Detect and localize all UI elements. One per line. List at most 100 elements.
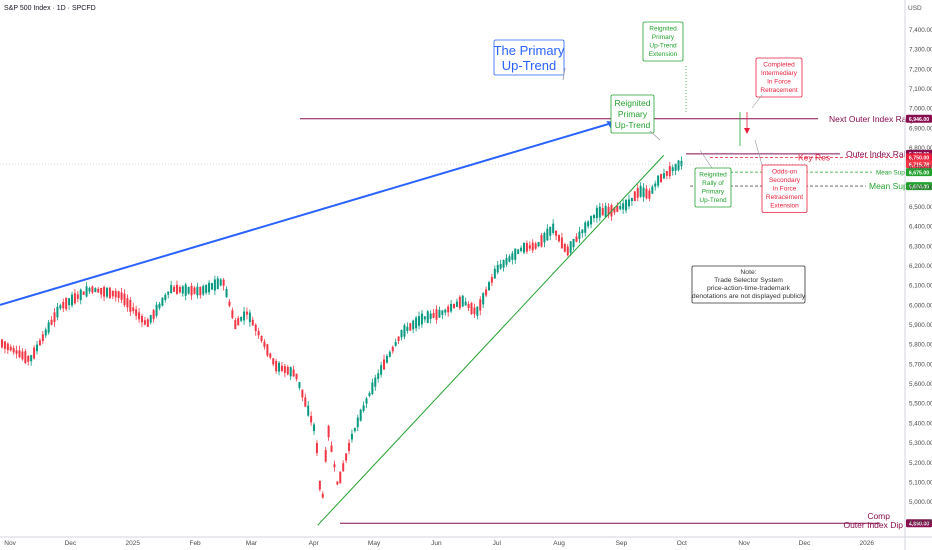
candle-body xyxy=(560,237,563,249)
candle-body xyxy=(283,366,286,373)
candle-body xyxy=(447,306,450,313)
x-tick-label: Dec xyxy=(65,540,77,547)
candle-body xyxy=(135,309,138,316)
candle-body xyxy=(595,207,598,219)
candle-body xyxy=(394,341,397,346)
price-tag[interactable] xyxy=(906,153,932,162)
candle-body xyxy=(493,268,496,279)
connector-reignited xyxy=(649,130,661,141)
candle-body xyxy=(403,325,406,337)
level-label-key-res: Key Res xyxy=(798,152,830,162)
candle-body xyxy=(237,318,240,326)
candle-body xyxy=(380,365,383,375)
candle-body xyxy=(625,199,628,211)
price-tag[interactable] xyxy=(906,160,932,169)
candle-body xyxy=(254,324,257,332)
connector-rally xyxy=(699,149,713,169)
annotation-completed-intermediary-line: Completed xyxy=(763,62,795,69)
candle-body xyxy=(173,286,176,292)
annotation-note-line: Trade Selector System xyxy=(714,277,783,284)
candle-body xyxy=(388,351,391,357)
y-tick-label: 6,600.00 xyxy=(909,184,932,191)
candle-body xyxy=(406,326,409,332)
candle-body xyxy=(3,341,6,349)
x-axis[interactable]: Nov Dec 2025 Feb Mar Apr May Jun Jul Aug Sep Oct Nov… xyxy=(0,536,932,547)
candle-body xyxy=(642,187,645,198)
candle-body xyxy=(97,288,100,293)
candle-body xyxy=(371,382,374,395)
candle-body xyxy=(103,287,106,297)
candle-body xyxy=(56,306,59,318)
candle-body xyxy=(336,481,339,485)
candle-body xyxy=(292,369,295,377)
candle-body xyxy=(543,233,546,243)
candle-body xyxy=(607,207,610,216)
level-label-mean-sup-small: Mean Sup xyxy=(876,170,905,177)
candle-body xyxy=(514,248,517,260)
y-tick-label: 6,700.00 xyxy=(909,165,932,172)
candle-body xyxy=(654,183,657,187)
annotation-odds-on-line: Retracement xyxy=(766,194,803,201)
candle-body xyxy=(630,197,633,202)
price-tag[interactable] xyxy=(906,182,932,191)
candle-body xyxy=(126,298,129,308)
candle-body xyxy=(24,351,27,363)
x-tick-label: 2025 xyxy=(125,540,140,547)
candle-body xyxy=(117,291,120,299)
candle-body xyxy=(639,185,642,197)
x-tick-label: Jul xyxy=(493,540,502,547)
price-tag-text: 6,675.00 xyxy=(909,170,929,176)
candle-body xyxy=(161,297,164,306)
candle-body xyxy=(412,320,415,330)
candle-body xyxy=(453,303,456,308)
y-tick-label: 5,300.00 xyxy=(909,440,932,447)
candle-body xyxy=(622,203,625,210)
candle-body xyxy=(348,442,351,451)
candle-body xyxy=(216,278,219,289)
price-tag[interactable] xyxy=(906,519,932,528)
annotation-reignited-rally-line: Rally of xyxy=(702,180,724,187)
candle-body xyxy=(138,312,141,320)
candle-body xyxy=(482,293,485,305)
candle-body xyxy=(590,216,593,225)
candle-body xyxy=(400,329,403,338)
level-label-next-outer-rally: Next Outer Index Rally xyxy=(829,114,915,124)
candle-body xyxy=(313,424,316,432)
candle-body xyxy=(420,313,423,325)
candle-body xyxy=(520,247,523,251)
candle-body xyxy=(318,480,321,490)
candle-body xyxy=(508,256,511,262)
candle-body xyxy=(44,329,47,336)
candle-body xyxy=(245,311,248,315)
candle-body xyxy=(12,348,15,353)
candle-body xyxy=(391,346,394,352)
candle-body xyxy=(199,287,202,296)
candle-body xyxy=(680,160,683,167)
candle-body xyxy=(365,398,368,404)
candle-body xyxy=(327,425,330,438)
annotation-odds-on-box xyxy=(761,164,808,213)
candle-body xyxy=(88,288,91,292)
candle-body xyxy=(569,241,572,253)
candle-body xyxy=(146,319,149,327)
currency-label: USD xyxy=(908,5,922,12)
annotation-reignited-primary-line: Primary xyxy=(618,109,648,119)
candle-body xyxy=(225,288,228,298)
candle-body xyxy=(674,163,677,171)
price-tag[interactable] xyxy=(906,114,932,123)
candle-body xyxy=(505,258,508,265)
candle-body xyxy=(53,312,56,322)
candle-body xyxy=(528,245,531,249)
candle-body xyxy=(260,335,263,342)
candle-body xyxy=(385,355,388,363)
candle-body xyxy=(193,287,196,294)
candle-body xyxy=(240,316,243,321)
candle-body xyxy=(356,417,359,428)
candle-body xyxy=(525,243,528,252)
y-axis[interactable]: 4,900.00 5,000.00 5,100.00 5,200.00 5,300.00… xyxy=(904,0,932,550)
candle-body xyxy=(196,286,199,296)
price-tag-text: 6,604.00 xyxy=(909,184,929,190)
price-tag[interactable] xyxy=(906,168,932,177)
trend-line-reignited xyxy=(317,155,665,526)
